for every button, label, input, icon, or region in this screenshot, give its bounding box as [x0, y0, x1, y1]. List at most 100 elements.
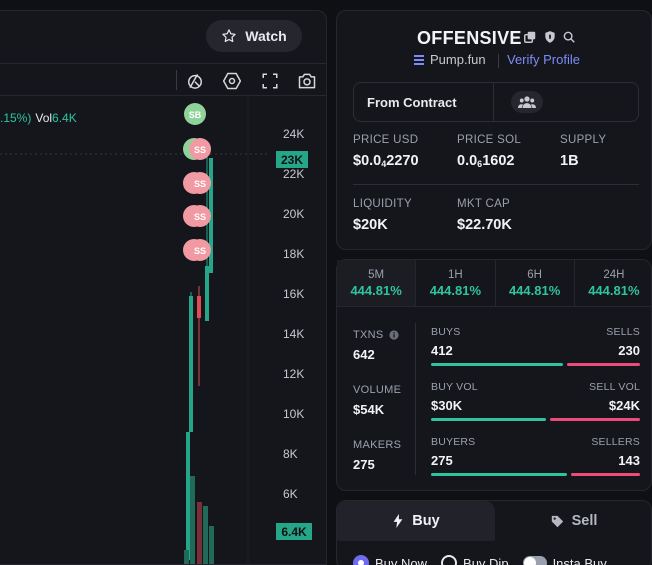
insta-buy-label: Insta Buy [552, 555, 607, 565]
indicator-icon [188, 73, 202, 89]
volume-bar [184, 550, 189, 564]
candle [197, 296, 201, 318]
volume-bar [203, 506, 208, 564]
timeframe-tabs: 5M 444.81% 1H 444.81% 6H 444.81% 24H 444… [337, 260, 652, 307]
star-icon [222, 29, 236, 43]
platform-link[interactable]: Pump.fun [413, 52, 486, 67]
sell-marker [189, 239, 211, 261]
price-chart[interactable]: SB SS SS SS SS 24K 22K 20K 18K 16K [0, 96, 327, 565]
search-icon[interactable] [562, 30, 576, 44]
sell-marker [189, 138, 211, 160]
contract-box: From Contract [353, 82, 639, 122]
volume-bars [184, 476, 214, 564]
legend-vol-value: 6.4K [52, 111, 77, 125]
shield-icon[interactable] [543, 30, 557, 44]
liquidity-value: $20K [353, 217, 388, 233]
buyers-sellers-row: BUYERS SELLERS 275 143 [431, 436, 640, 476]
sell-marker-label: SS [194, 145, 206, 155]
buy-sell-volume-row: BUY VOL SELL VOL $30K $24K [431, 381, 640, 421]
liquidity-label: LIQUIDITY [353, 198, 412, 210]
candle [205, 266, 209, 321]
volume-bar [197, 502, 202, 564]
price-usd-prefix: $0.0 [353, 153, 382, 169]
holders-button[interactable] [511, 91, 543, 113]
verify-profile-link[interactable]: Verify Profile [507, 52, 580, 67]
hexagon-settings-icon [222, 72, 242, 90]
fullscreen-icon [262, 73, 278, 89]
mktcap-label: MKT CAP [457, 198, 511, 210]
price-axis-label: 20K [283, 207, 304, 221]
info-icon[interactable] [388, 330, 399, 340]
current-price-tag: 23K [276, 151, 308, 168]
trade-card: Buy Sell Buy Now Buy Dip Insta Buy [336, 500, 652, 565]
tab-5m-change: 444.81% [350, 283, 402, 298]
platform-label: Pump.fun [430, 52, 486, 67]
price-usd-subscript: 4 [381, 159, 387, 169]
buy-marker-label: SB [189, 110, 202, 120]
txns-value: 642 [353, 347, 375, 362]
volume-bar [209, 526, 214, 564]
makers-stat: MAKERS 275 [353, 439, 401, 472]
tab-sell-label: Sell [571, 513, 598, 529]
buy-dip-option[interactable]: Buy Dip [441, 555, 509, 565]
from-contract-label[interactable]: From Contract [367, 95, 457, 110]
candle [186, 432, 190, 560]
price-axis: 24K 22K 20K 18K 16K 14K 12K 10K 8K 6K [283, 127, 304, 501]
buy-vol-value: $30K [431, 398, 463, 413]
volume-bar [190, 476, 195, 564]
price-axis-label: 14K [283, 327, 304, 341]
price-axis-label: 6K [283, 487, 298, 501]
radio-unselected[interactable] [441, 555, 458, 565]
price-axis-label: 24K [283, 127, 304, 141]
buy-sell-volume-bar [431, 418, 640, 421]
sellers-label: SELLERS [591, 436, 640, 448]
supply-label: SUPPLY [560, 134, 607, 146]
screenshot-tool-button[interactable] [295, 69, 319, 93]
price-sol-value: 0.061602 [457, 153, 521, 169]
tab-6h-label: 6H [527, 269, 542, 281]
buyers-label: BUYERS [431, 436, 476, 448]
price-usd-digits: 2270 [386, 153, 419, 169]
price-axis-label: 8K [283, 447, 298, 461]
buy-mode-options: Buy Now Buy Dip Insta Buy [353, 555, 607, 565]
price-usd-label: PRICE USD [353, 134, 419, 146]
chart-grid [0, 96, 270, 564]
sell-marker [189, 205, 211, 227]
buyers-sellers-bar [431, 473, 640, 476]
mktcap-value: $22.70K [457, 217, 512, 233]
price-axis-label: 12K [283, 367, 304, 381]
copy-icon[interactable] [523, 30, 537, 44]
makers-label: MAKERS [353, 439, 402, 451]
chart-panel: Watch .15%) Vol6.4K [0, 10, 327, 565]
sellers-value: 143 [618, 453, 640, 468]
buy-now-option[interactable]: Buy Now [353, 555, 427, 565]
buyers-value: 275 [431, 453, 453, 468]
tab-5m[interactable]: 5M 444.81% [337, 260, 417, 306]
buys-sells-bar [431, 363, 640, 366]
tab-24h-change: 444.81% [588, 283, 640, 298]
tab-1h[interactable]: 1H 444.81% [416, 260, 496, 306]
settings-tool-button[interactable] [220, 69, 244, 93]
tab-buy[interactable]: Buy [337, 501, 495, 541]
mktcap-stat: MKT CAP $22.70K [457, 198, 512, 233]
trade-markers: SB SS SS SS SS [183, 103, 211, 261]
indicator-tool-button[interactable] [183, 69, 207, 93]
tab-24h[interactable]: 24H 444.81% [575, 260, 652, 306]
candles [186, 146, 213, 560]
stats-divider [415, 323, 416, 475]
buy-now-label: Buy Now [375, 555, 428, 565]
tab-6h[interactable]: 6H 444.81% [496, 260, 575, 306]
volume-tag: 6.4K [276, 523, 312, 540]
price-usd-stat: PRICE USD $0.042270 [353, 134, 419, 169]
radio-selected[interactable] [353, 555, 369, 565]
sellers-bar-fill [570, 473, 640, 476]
transactions-card: 5M 444.81% 1H 444.81% 6H 444.81% 24H 444… [336, 259, 652, 491]
tab-sell[interactable]: Sell [495, 501, 651, 541]
insta-buy-option[interactable]: Insta Buy [522, 555, 607, 565]
tab-5m-label: 5M [368, 269, 385, 281]
buy-marker [184, 103, 206, 125]
fullscreen-tool-button[interactable] [258, 69, 282, 93]
supply-value: 1B [560, 153, 579, 169]
insta-buy-toggle[interactable] [522, 556, 547, 565]
watch-button[interactable]: Watch [206, 20, 302, 52]
